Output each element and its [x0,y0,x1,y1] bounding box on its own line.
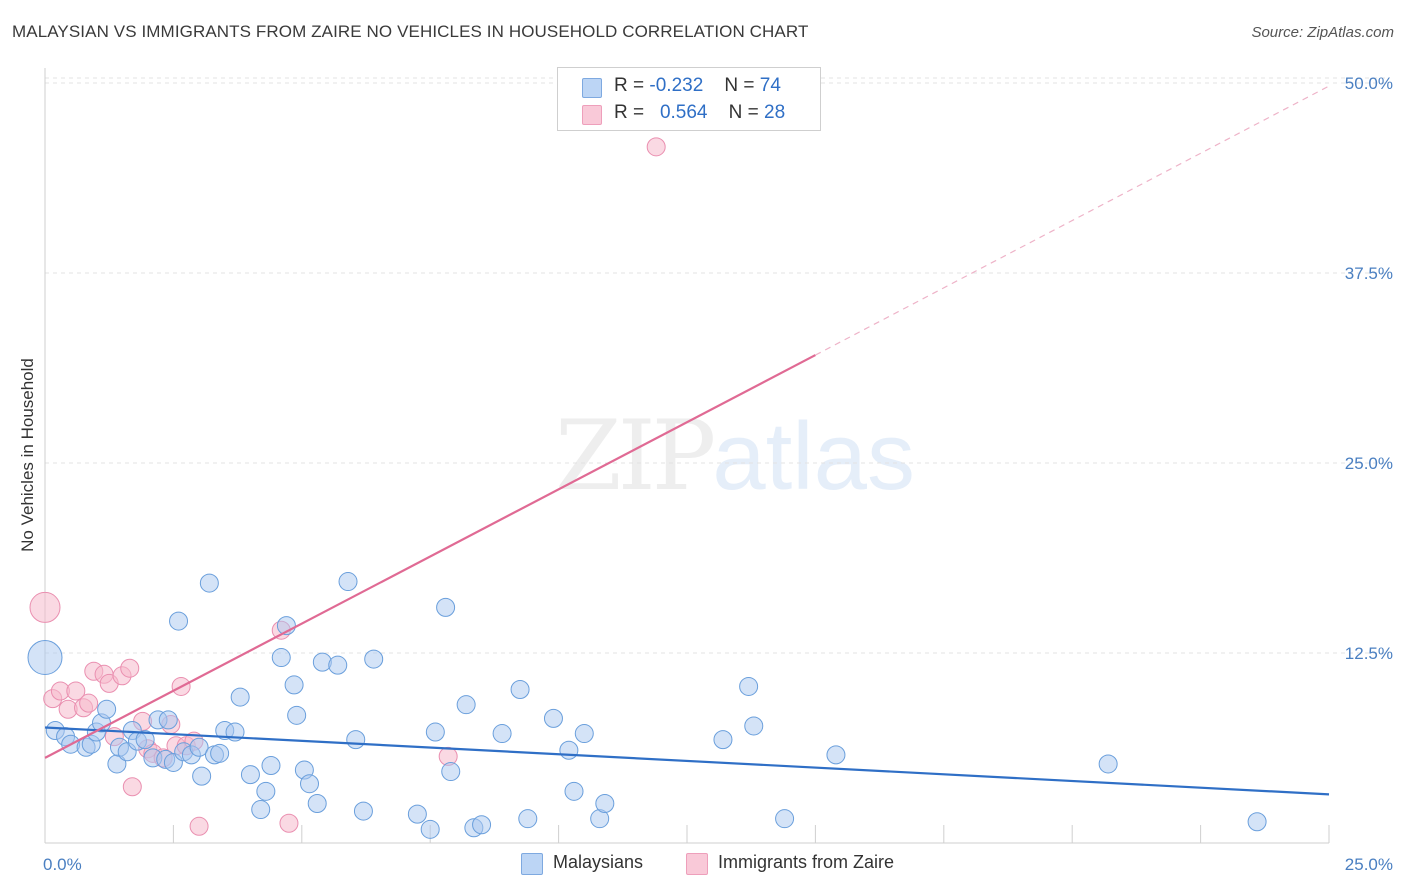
y-tick-label: 50.0% [1345,74,1393,93]
x-tick-label: 0.0% [43,855,82,874]
r-value: 0.564 [659,102,708,123]
correlation-legend: R = -0.232 N = 74 R = 0.564 N = 28 [557,67,821,131]
tick-labels: 12.5% 25.0% 37.5% 50.0% 0.0% 25.0% [43,74,1393,874]
malaysian-point [300,774,320,794]
malaysian-point [271,648,291,668]
zaire-trend-line [44,354,816,759]
malaysian-point [284,675,304,695]
zaire-point [189,816,209,836]
legend-text-malaysians: R = -0.232 N = 74 [614,75,781,97]
malaysian-point [240,765,260,785]
malaysian-point [189,737,209,757]
malaysian-point [192,766,212,786]
zaire-trend-extension [815,85,1330,356]
malaysian-point [135,730,155,750]
malaysian-point [543,708,563,728]
zaire-point [120,658,140,678]
legend-text-zaire: R = 0.564 N = 28 [614,102,785,124]
malaysian-point [425,722,445,742]
malaysian-point [328,655,348,675]
malaysian-point [739,676,759,696]
malaysian-point [256,781,276,801]
zaire-point [122,777,142,797]
malaysian-point [158,710,178,730]
zaire-point [29,591,61,623]
malaysian-point [1247,812,1267,832]
malaysian-point [574,724,594,744]
malaysian-point [230,687,250,707]
zaire-point [646,137,666,157]
malaysian-point [261,755,281,775]
malaysian-point [346,730,366,750]
malaysian-point [364,649,384,669]
malaysian-point [169,611,189,631]
malaysian-point [456,695,476,715]
zaire-point [66,681,86,701]
malaysian-point [713,730,733,750]
malaysian-point [744,716,764,736]
malaysian-point [210,743,230,763]
malaysian-point [510,679,530,699]
malaysian-point [27,640,63,676]
malaysian-point [97,699,117,719]
legend-label-zaire: Immigrants from Zaire [718,852,895,872]
malaysian-point [826,745,846,765]
malaysians-swatch [521,853,543,875]
malaysian-point [199,573,219,593]
axes [44,68,1330,844]
malaysian-point [251,800,271,820]
malaysian-point [1098,754,1118,774]
malaysian-point [338,572,358,592]
malaysian-point [775,809,795,829]
trend-lines [44,85,1330,796]
malaysian-point [407,804,427,824]
r-label: R = [614,75,645,96]
zaire-swatch [582,105,602,125]
malaysian-point [287,705,307,725]
malaysians-swatch [582,78,602,98]
malaysian-points [27,572,1267,839]
r-value: -0.232 [649,75,704,96]
zaire-point [279,813,299,833]
zaire-swatch [686,853,708,875]
zaire-point [79,693,99,713]
grid-lines [45,77,1389,654]
n-value: 74 [759,75,781,96]
source-label: Source: ZipAtlas.com [1251,24,1394,41]
malaysian-point [436,597,456,617]
x-tick-label: 25.0% [1345,855,1393,874]
malaysian-point [472,815,492,835]
malaysian-point [564,781,584,801]
y-tick-label: 12.5% [1345,644,1393,663]
n-label: N = [724,75,755,96]
malaysian-point [492,724,512,744]
malaysian-point [518,809,538,829]
n-value: 28 [764,102,786,123]
malaysian-point [420,819,440,839]
chart-title: MALAYSIAN VS IMMIGRANTS FROM ZAIRE NO VE… [12,22,809,41]
malaysian-trend-line [44,726,1330,796]
malaysian-point [312,652,332,672]
malaysian-point [353,801,373,821]
malaysian-point [559,740,579,760]
malaysian-point [307,793,327,813]
n-label: N = [728,102,759,123]
y-tick-label: 37.5% [1345,264,1393,283]
legend-label-malaysians: Malaysians [553,852,644,872]
y-tick-label: 25.0% [1345,454,1393,473]
r-label: R = [614,102,645,123]
malaysian-point [595,793,615,813]
malaysian-point [441,762,461,782]
